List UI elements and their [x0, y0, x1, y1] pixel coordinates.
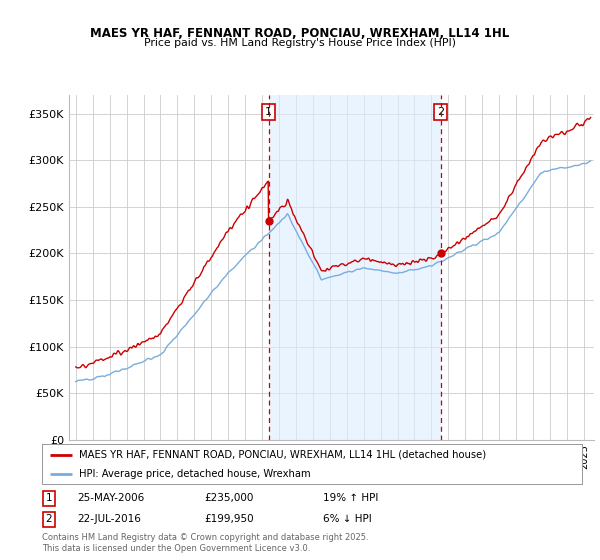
Text: 1: 1 [265, 108, 272, 117]
Text: Contains HM Land Registry data © Crown copyright and database right 2025.
This d: Contains HM Land Registry data © Crown c… [42, 533, 368, 553]
Text: £235,000: £235,000 [204, 493, 253, 503]
Text: 2: 2 [437, 108, 444, 117]
Text: £199,950: £199,950 [204, 514, 254, 524]
Text: 2: 2 [46, 514, 52, 524]
Text: HPI: Average price, detached house, Wrexham: HPI: Average price, detached house, Wrex… [79, 469, 310, 478]
Text: MAES YR HAF, FENNANT ROAD, PONCIAU, WREXHAM, LL14 1HL: MAES YR HAF, FENNANT ROAD, PONCIAU, WREX… [91, 27, 509, 40]
Text: 19% ↑ HPI: 19% ↑ HPI [323, 493, 378, 503]
Text: MAES YR HAF, FENNANT ROAD, PONCIAU, WREXHAM, LL14 1HL (detached house): MAES YR HAF, FENNANT ROAD, PONCIAU, WREX… [79, 450, 486, 460]
Text: 25-MAY-2006: 25-MAY-2006 [77, 493, 145, 503]
Bar [269, 95, 441, 440]
Text: 22-JUL-2016: 22-JUL-2016 [77, 514, 141, 524]
Text: Price paid vs. HM Land Registry's House Price Index (HPI): Price paid vs. HM Land Registry's House … [144, 38, 456, 48]
Text: 1: 1 [46, 493, 52, 503]
Text: 6% ↓ HPI: 6% ↓ HPI [323, 514, 371, 524]
